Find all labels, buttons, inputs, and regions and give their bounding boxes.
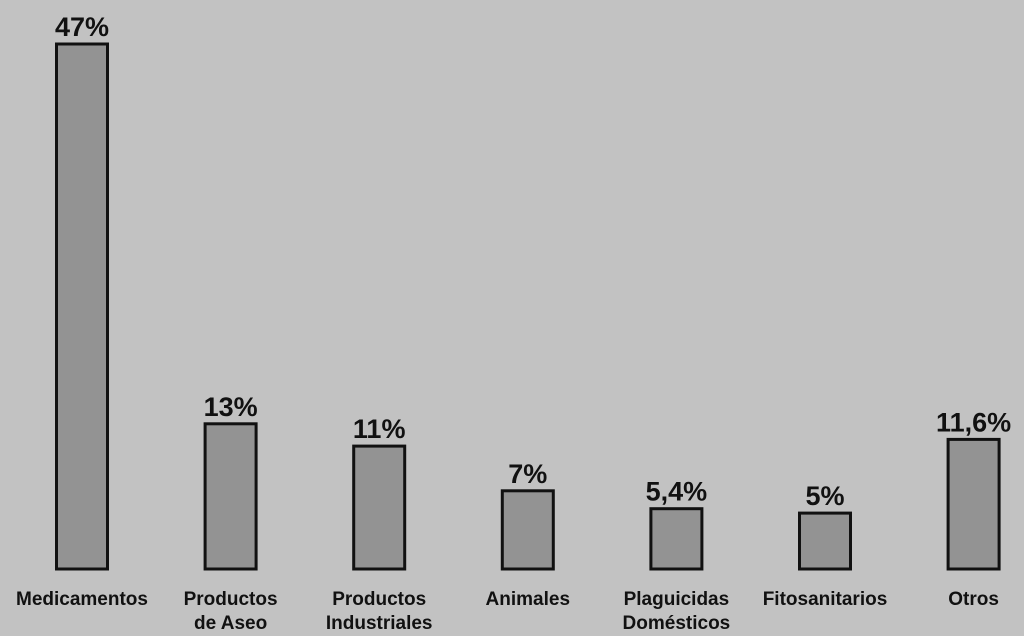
category-label-6: Otros xyxy=(948,589,999,610)
value-label-3: 7% xyxy=(508,459,547,489)
bar-6 xyxy=(946,437,1001,571)
category-label-3-line-0: Animales xyxy=(486,589,570,610)
bar-1 xyxy=(203,422,258,571)
category-labels-group: Medicamentos Productos de Aseo Productos Ind… xyxy=(16,589,999,634)
category-label-4-line-0: Plaguicidas xyxy=(624,589,730,610)
value-label-2: 11% xyxy=(353,414,406,444)
category-label-3: Animales xyxy=(486,589,570,610)
category-label-5-line-0: Fitosanitarios xyxy=(763,589,888,610)
bar-3 xyxy=(500,489,555,571)
value-label-5: 5% xyxy=(805,481,844,511)
category-label-2-line-1: Industriales xyxy=(326,613,433,634)
value-label-0: 47% xyxy=(55,12,109,42)
value-label-6: 11,6% xyxy=(936,407,1011,437)
value-label-1: 13% xyxy=(204,392,258,422)
category-label-0: Medicamentos xyxy=(16,589,148,610)
category-label-0-line-0: Medicamentos xyxy=(16,589,148,610)
category-label-4-line-1: Domésticos xyxy=(623,613,731,634)
category-label-5: Fitosanitarios xyxy=(763,589,888,610)
value-label-4: 5,4% xyxy=(646,477,708,507)
value-labels-group: 47% 13% 11% 7% 5,4% 5% 11,6% xyxy=(55,12,1011,511)
bar-0 xyxy=(55,42,109,571)
bars-group xyxy=(55,42,1001,571)
bar-4 xyxy=(649,507,704,571)
category-label-6-line-0: Otros xyxy=(948,589,999,610)
category-label-1-line-1: de Aseo xyxy=(194,613,267,634)
category-label-2-line-0: Productos xyxy=(332,589,426,610)
bar-5 xyxy=(798,511,852,571)
bar-2 xyxy=(352,444,407,571)
category-label-1-line-0: Productos xyxy=(184,589,278,610)
category-label-1: Productos de Aseo xyxy=(184,589,278,634)
category-label-2: Productos Industriales xyxy=(326,589,433,634)
category-label-4: Plaguicidas Domésticos xyxy=(623,589,731,634)
